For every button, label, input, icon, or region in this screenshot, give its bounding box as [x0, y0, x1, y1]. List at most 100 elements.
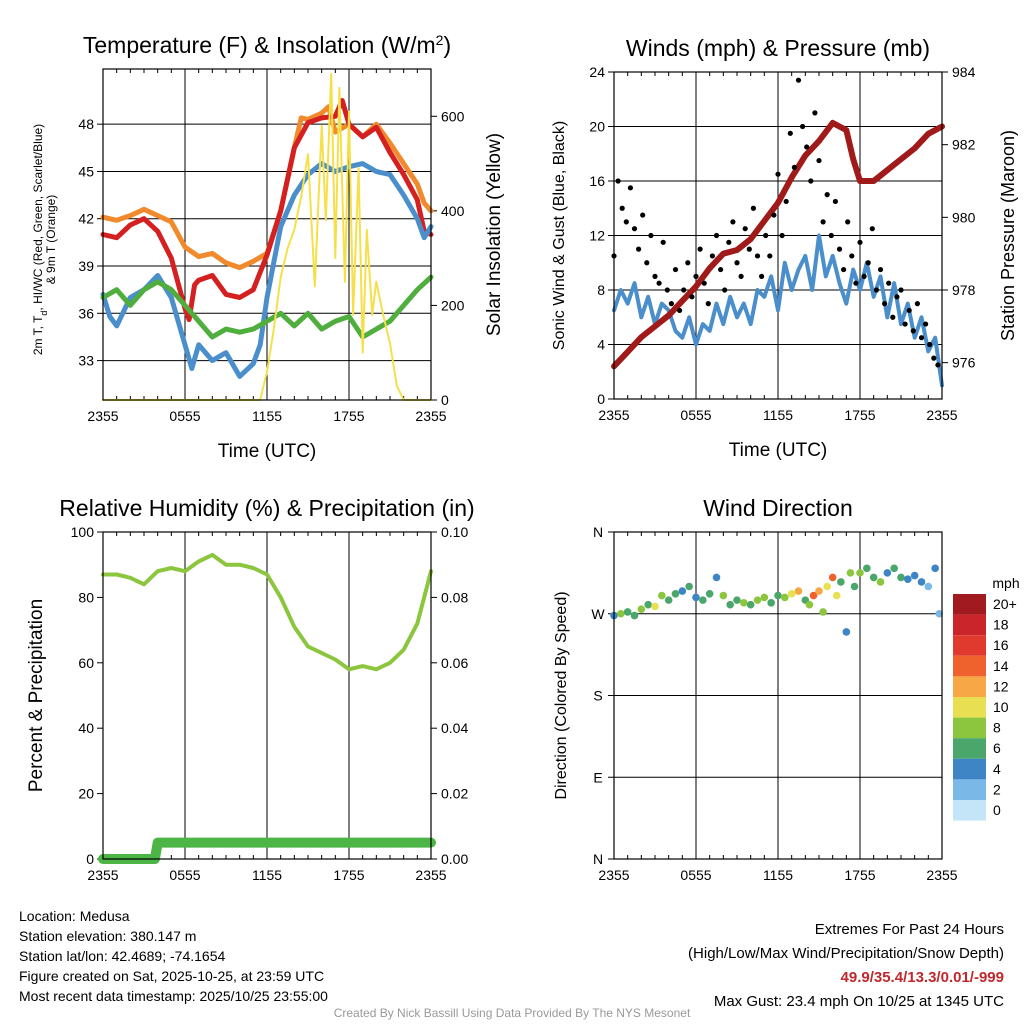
gust-dot [816, 157, 822, 164]
gust-dot [836, 246, 843, 252]
temp-xtick-label: 0555 [169, 408, 200, 424]
temp-ytick-label: 48 [78, 116, 94, 132]
gust-dot [894, 294, 900, 300]
max-gust-text: Max Gust: 23.4 mph On 10/25 at 1345 UTC [713, 993, 1004, 1010]
credit-text: Created By Nick Bassill Using Data Provi… [333, 1006, 691, 1020]
gust-dot [677, 307, 683, 314]
legend-label: 4 [993, 761, 1001, 777]
wdir-ylabel: Direction (Colored By Speed) [553, 591, 570, 799]
gust-dot [697, 246, 703, 252]
wind-direction-dot [630, 611, 639, 620]
temp-ytick-label: 39 [78, 258, 94, 274]
location-text: Location: Medusa [19, 908, 130, 924]
wind-direction-dot [828, 573, 837, 582]
gust-dot [734, 260, 740, 266]
temp-ytick-label: 33 [78, 353, 94, 369]
gust-dot [730, 219, 736, 225]
wind-direction-dot [883, 569, 892, 577]
legend-label: 18 [993, 617, 1009, 633]
winds-series-sonic-wind [612, 233, 944, 388]
legend-swatch [953, 717, 986, 739]
wind-direction-dot [876, 578, 885, 586]
rh-ytick-label: 0 [86, 851, 94, 867]
legend-label: 2 [993, 781, 1001, 797]
gust-dot [902, 321, 908, 327]
gust-dot [886, 280, 892, 286]
wind-direction-dot [712, 573, 721, 582]
temperature-panel: 2355 0555 1155 1755 2355 33 36 39 42 45 48 0 200 400 6… [31, 32, 505, 462]
wdir-xtick-label: 1155 [763, 867, 793, 883]
gust-dot [631, 226, 638, 232]
gust-dot [857, 239, 863, 245]
winds-xtick-label: 1155 [763, 407, 793, 423]
extremes-info: Extremes For Past 24 Hours (High/Low/Max… [688, 918, 1004, 1014]
gust-dot [652, 273, 658, 279]
wdir-ytick-label: W [591, 606, 605, 622]
humidity-panel: 2355 0555 1155 1755 23550204060801000.000.02… [26, 495, 475, 883]
rh-xtick-label: 2355 [415, 867, 446, 883]
legend-label: 20+ [993, 596, 1017, 612]
wind-direction-dot [842, 628, 851, 636]
gust-dot [845, 219, 851, 225]
wdir-ytick-label: N [593, 524, 603, 540]
gust-dot [767, 253, 773, 259]
wind-direction-dot [910, 571, 919, 580]
gust-dot [619, 205, 625, 211]
gust-dot [783, 198, 789, 205]
legend-label: 16 [993, 637, 1009, 653]
created-text: Figure created on Sat, 2025-10-25, at 23… [19, 968, 325, 984]
wind-direction-dot [664, 596, 673, 604]
wind-direction-dot [753, 596, 762, 604]
gust-dot [660, 239, 666, 245]
wind-direction-dot [819, 608, 827, 616]
rh-ytick-right-label: 0.10 [441, 524, 468, 540]
gust-dot [918, 335, 925, 341]
station-info: Location: Medusa Station elevation: 380.… [19, 906, 328, 1006]
winds-xtick-label: 2355 [926, 407, 957, 423]
rh-ytick-right-label: 0.08 [441, 589, 468, 605]
gust-dot [627, 185, 634, 191]
gust-dot [882, 301, 888, 307]
gust-dot [640, 212, 646, 218]
temp-series-td [100, 274, 434, 340]
wind-direction-dot [917, 578, 926, 586]
legend-swatch [953, 676, 986, 697]
gust-dot [668, 301, 675, 307]
legend-label: 6 [993, 740, 1001, 756]
wind-direction-dot [787, 589, 796, 598]
wind-direction-dot [692, 593, 700, 602]
wind-direction-dot [890, 564, 898, 573]
wind-direction-dot [767, 599, 775, 607]
gust-dot [738, 273, 744, 279]
winds-ytick-right-label: 976 [952, 355, 976, 371]
gust-dot [750, 205, 757, 211]
wind-direction-dot [815, 587, 823, 595]
wind-direction-dot [904, 575, 912, 584]
gust-dot [808, 178, 814, 184]
temp-ylabel-line2: & 9m T (Orange) [44, 195, 58, 285]
gust-dot [754, 253, 761, 259]
wind-direction-dot [617, 609, 625, 618]
temp-ylabel-part: , HI/WC (Red, Green, Scarlet/Blue) [31, 124, 45, 311]
wind-direction-dot [823, 582, 831, 591]
gust-dot [812, 110, 818, 116]
gust-dot [914, 301, 921, 307]
gust-dot [791, 164, 798, 170]
rh-ytick-right-label: 0.06 [441, 655, 468, 671]
rh-border [102, 531, 432, 860]
temp-ylabel-right: Solar Insolation (Yellow) [484, 133, 505, 336]
winds-ytick-label: 24 [589, 64, 605, 80]
extremes-values: 49.9/35.4/13.3/0.01/-999 [840, 969, 1004, 986]
temp-series-2m-t [100, 98, 434, 323]
gust-dot [705, 301, 711, 307]
legend-swatch [953, 779, 986, 800]
winds-ylabel: Sonic Wind & Gust (Blue, Black) [551, 121, 568, 350]
wind-direction-dot [760, 593, 769, 602]
wind-direction-dot [733, 596, 741, 604]
wind-direction-dot [794, 587, 803, 595]
gust-dot [689, 294, 695, 300]
gust-dot [890, 314, 896, 320]
temp-ytick-label: 42 [78, 211, 94, 227]
temp-xlabel: Time (UTC) [218, 441, 317, 462]
